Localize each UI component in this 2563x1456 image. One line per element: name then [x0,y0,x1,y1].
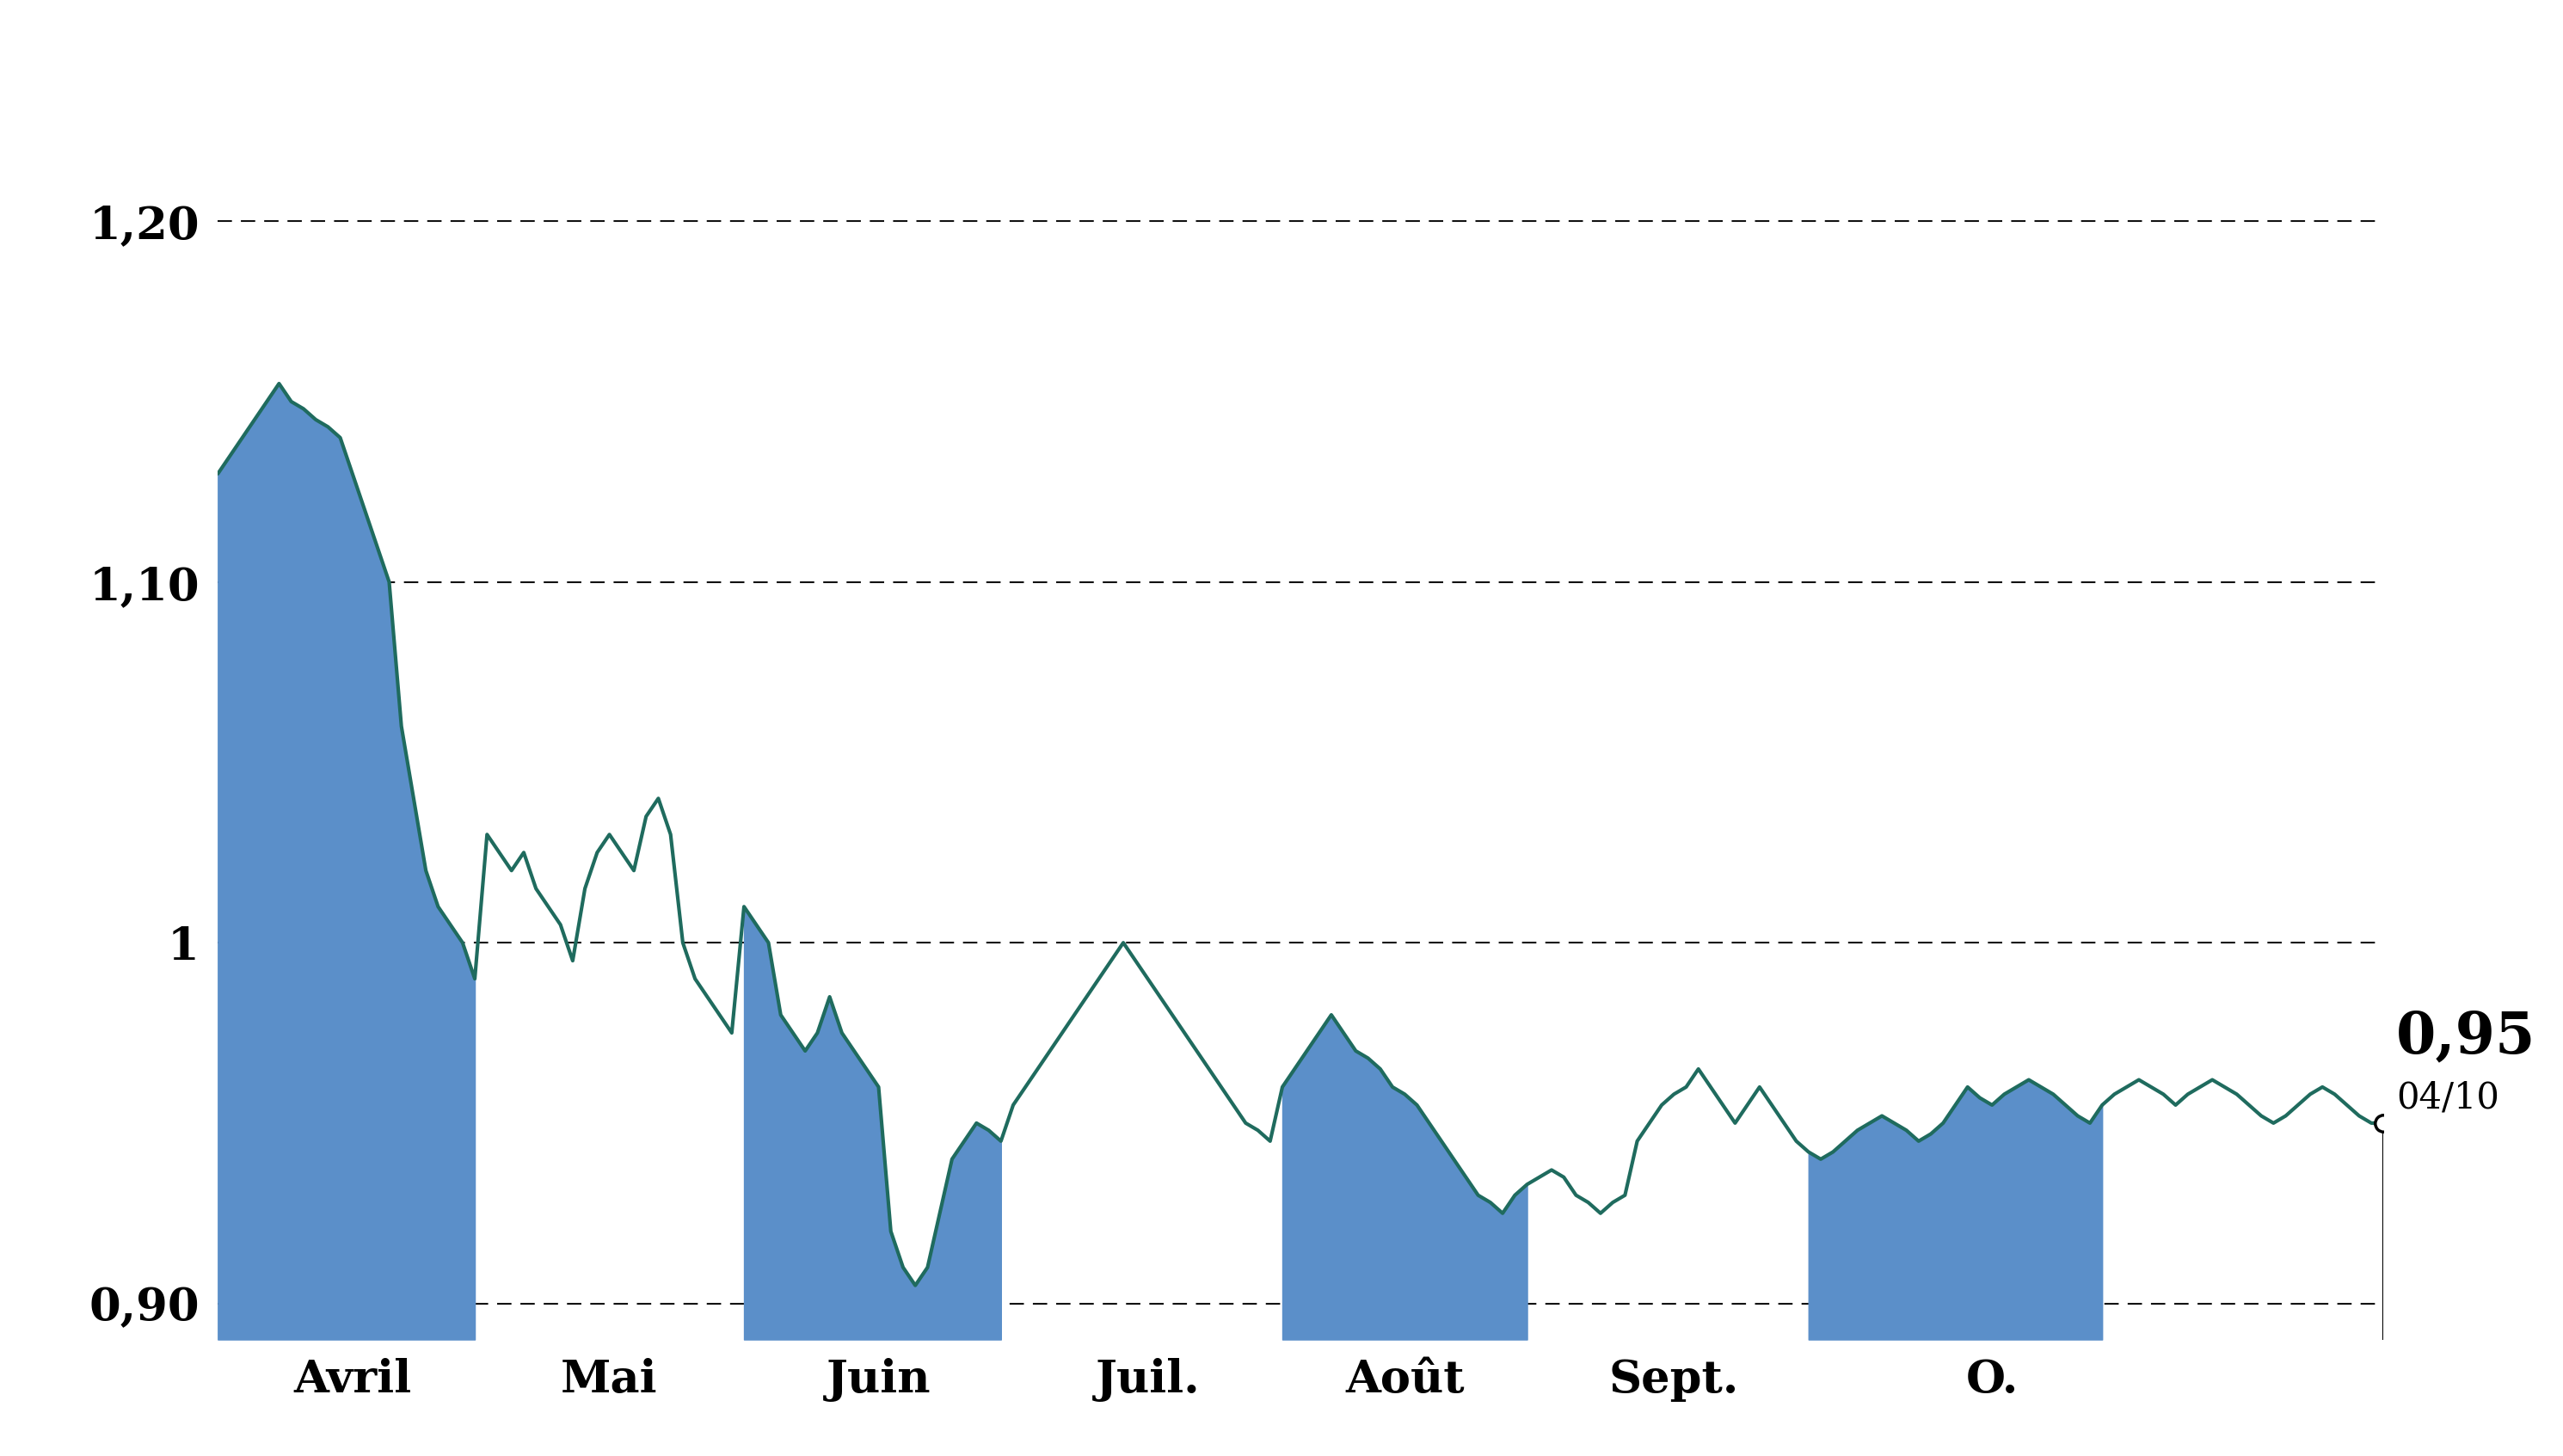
Text: DIAGNOSTIC MEDICAL: DIAGNOSTIC MEDICAL [677,22,1886,116]
Text: 0,95: 0,95 [2396,1009,2535,1064]
Text: 04/10: 04/10 [2396,1080,2499,1115]
